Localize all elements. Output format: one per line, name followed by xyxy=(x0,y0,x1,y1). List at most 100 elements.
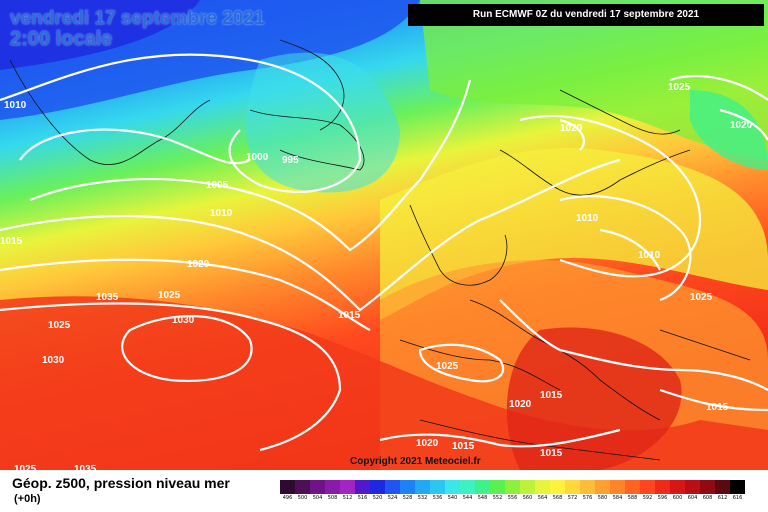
colorbar-label: 588 xyxy=(627,495,638,501)
isobar-label: 995 xyxy=(282,155,299,166)
colorbar-swatch xyxy=(415,480,430,494)
isobar-label: 1020 xyxy=(416,438,439,449)
colorbar-label: 500 xyxy=(297,495,308,501)
colorbar-swatch xyxy=(550,480,565,494)
isobar-label: 1020 xyxy=(730,120,753,131)
colorbar-step: 596 xyxy=(655,480,670,502)
colorbar-step: 604 xyxy=(685,480,700,502)
legend-title: Géop. z500, pression niveau mer xyxy=(12,475,230,491)
colorbar-label: 524 xyxy=(387,495,398,501)
colorbar-swatch xyxy=(460,480,475,494)
isobar-label: 1025 xyxy=(48,320,71,331)
isobar-label: 1015 xyxy=(0,236,23,247)
colorbar-swatch xyxy=(700,480,715,494)
colorbar-step: 524 xyxy=(385,480,400,502)
isobar-label: 1015 xyxy=(452,441,475,452)
cyan-lobe xyxy=(245,52,400,193)
colorbar-label: 616 xyxy=(732,495,743,501)
isobar-label: 1000 xyxy=(246,152,269,163)
colorbar-step: 584 xyxy=(610,480,625,502)
isobar-label: 1030 xyxy=(42,355,65,366)
colorbar-swatch xyxy=(325,480,340,494)
run-info-banner: Run ECMWF 0Z du vendredi 17 septembre 20… xyxy=(408,4,764,26)
colorbar-step: 612 xyxy=(715,480,730,502)
legend-panel: Géop. z500, pression niveau mer (+0h) 49… xyxy=(0,470,768,512)
colorbar-swatch xyxy=(625,480,640,494)
isobar-labels: 1010 1015 1000 995 1005 1010 1020 1025 1… xyxy=(0,82,753,470)
colorbar-label: 560 xyxy=(522,495,533,501)
colorbar-step: 508 xyxy=(325,480,340,502)
colorbar-swatch xyxy=(595,480,610,494)
map-title: vendredi 17 septembre 2021 2:00 locale xyxy=(10,8,265,50)
colorbar-label: 612 xyxy=(717,495,728,501)
isobar-label: 1020 xyxy=(509,399,532,410)
colorbar-step: 556 xyxy=(505,480,520,502)
colorbar-swatch xyxy=(685,480,700,494)
colorbar-swatch xyxy=(505,480,520,494)
colorbar-step: 504 xyxy=(310,480,325,502)
colorbar-swatch xyxy=(340,480,355,494)
colorbar-swatch xyxy=(565,480,580,494)
green-northeast xyxy=(420,0,768,160)
colorbar-label: 540 xyxy=(447,495,458,501)
copyright-text: Copyright 2021 Meteociel.fr xyxy=(350,456,481,467)
isobar-label: 1020 xyxy=(560,123,583,134)
isobar-label: 1015 xyxy=(540,448,563,459)
isobar-label: 1010 xyxy=(210,208,233,219)
colorbar-label: 604 xyxy=(687,495,698,501)
colorbar-step: 592 xyxy=(640,480,655,502)
weather-map: 1010 1015 1000 995 1005 1010 1020 1025 1… xyxy=(0,0,768,470)
colorbar-label: 544 xyxy=(462,495,473,501)
colorbar-label: 592 xyxy=(642,495,653,501)
colorbar-step: 496 xyxy=(280,480,295,502)
colorbar-label: 520 xyxy=(372,495,383,501)
isobar-label: 1005 xyxy=(206,180,229,191)
colorbar-label: 552 xyxy=(492,495,503,501)
colorbar-swatch xyxy=(355,480,370,494)
colorbar-step: 616 xyxy=(730,480,745,502)
isobar-label: 1015 xyxy=(706,402,729,413)
colorbar-label: 504 xyxy=(312,495,323,501)
colorbar-label: 512 xyxy=(342,495,353,501)
colorbar-label: 548 xyxy=(477,495,488,501)
colorbar-swatch xyxy=(475,480,490,494)
map-canvas: 1010 1015 1000 995 1005 1010 1020 1025 1… xyxy=(0,0,768,470)
colorbar-step: 544 xyxy=(460,480,475,502)
colorbar-swatch xyxy=(655,480,670,494)
colorbar-step: 528 xyxy=(400,480,415,502)
colorbar-label: 576 xyxy=(582,495,593,501)
colorbar-swatch xyxy=(715,480,730,494)
isobar-label: 1025 xyxy=(14,464,37,470)
colorbar-step: 520 xyxy=(370,480,385,502)
colorbar-step: 500 xyxy=(295,480,310,502)
isobar-label: 1025 xyxy=(158,290,181,301)
colorbar-swatch xyxy=(310,480,325,494)
colorbar-label: 564 xyxy=(537,495,548,501)
colorbar-step: 548 xyxy=(475,480,490,502)
colorbar-step: 564 xyxy=(535,480,550,502)
isobar-label: 1035 xyxy=(96,292,119,303)
colorbar-step: 588 xyxy=(625,480,640,502)
colorbar-step: 552 xyxy=(490,480,505,502)
colorbar-swatch xyxy=(520,480,535,494)
colorbar-step: 568 xyxy=(550,480,565,502)
colorbar-swatch xyxy=(295,480,310,494)
colorbar-swatch xyxy=(580,480,595,494)
colorbar-step: 600 xyxy=(670,480,685,502)
isobar-label: 1025 xyxy=(668,82,691,93)
deep-low-region xyxy=(0,0,200,70)
colorbar-label: 580 xyxy=(597,495,608,501)
isobar-label: 1010 xyxy=(638,250,661,261)
colorbar-label: 568 xyxy=(552,495,563,501)
colorbar-label: 600 xyxy=(672,495,683,501)
isobar-label: 1015 xyxy=(540,390,563,401)
colorbar-step: 560 xyxy=(520,480,535,502)
colorbar-label: 528 xyxy=(402,495,413,501)
colorbar-step: 536 xyxy=(430,480,445,502)
legend-subtitle: (+0h) xyxy=(14,493,41,505)
colorbar-swatch xyxy=(670,480,685,494)
colorbar-swatch xyxy=(400,480,415,494)
colorbar-step: 576 xyxy=(580,480,595,502)
isobar-label: 1035 xyxy=(74,464,97,470)
colorbar-swatch xyxy=(445,480,460,494)
